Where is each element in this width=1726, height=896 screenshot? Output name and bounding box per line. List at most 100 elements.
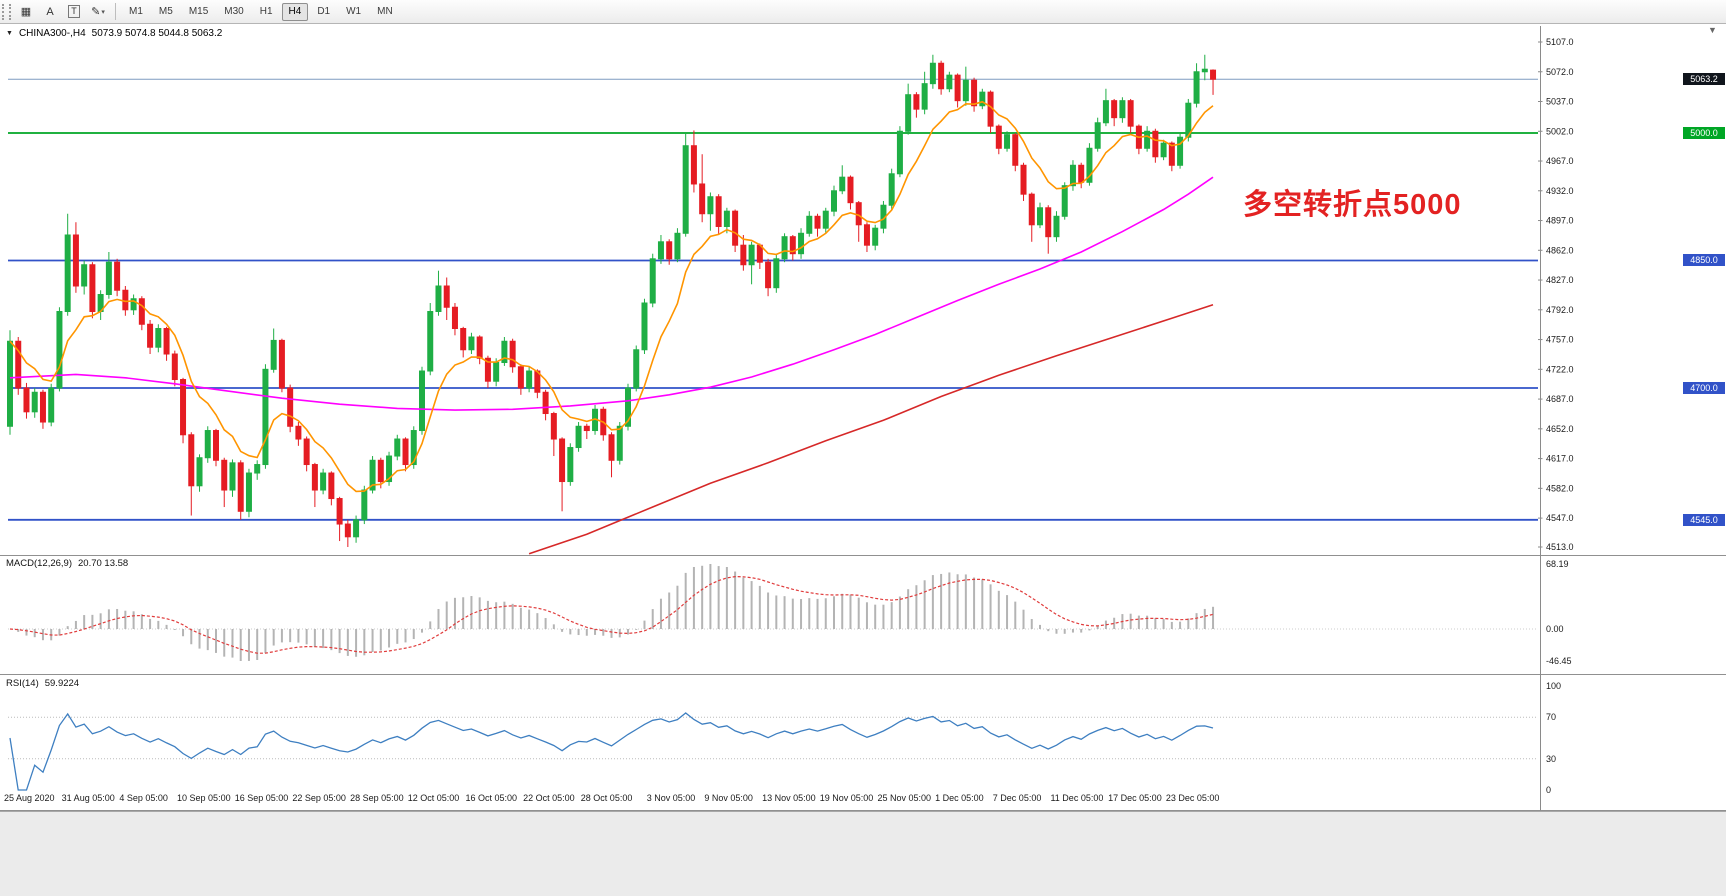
date-label: 3 Nov 05:00 <box>647 793 696 803</box>
text-tool-icon[interactable]: T <box>63 2 85 22</box>
timeframe-toolbar: M1 M5 M15 M30 H1 H4 D1 W1 MN <box>121 2 401 21</box>
draw-tool-icon: ✎ <box>91 6 101 18</box>
timeframe-button-m30[interactable]: M30 <box>217 3 250 21</box>
macd-label: MACD(12,26,9) <box>6 558 72 569</box>
date-label: 22 Sep 05:00 <box>292 793 346 803</box>
date-label: 28 Oct 05:00 <box>581 793 633 803</box>
price-axis[interactable]: 5107.0 5072.0 5037.0 5002.0 4967.0 4932.0 4897… <box>1538 37 1574 552</box>
timeframe-button-mn[interactable]: MN <box>370 3 400 21</box>
rsi-label: RSI(14) <box>6 678 39 689</box>
ma-fast-line <box>9 100 1214 493</box>
dropdown-caret-icon: ▾ <box>101 8 105 16</box>
price-level-badge: 4700.0 <box>1683 382 1725 394</box>
date-label: 10 Sep 05:00 <box>177 793 231 803</box>
date-label: 16 Oct 05:00 <box>465 793 517 803</box>
timeframe-button-h4[interactable]: H4 <box>281 2 309 21</box>
price-tick-label: 4827.0 <box>1546 275 1574 285</box>
chart-title: ▼ CHINA300-,H4 5073.9 5074.8 5044.8 5063… <box>6 28 222 39</box>
price-tick-label: 4757.0 <box>1546 335 1574 345</box>
price-tick-label: 4932.0 <box>1546 186 1574 196</box>
macd-tick-label: -46.45 <box>1546 656 1572 666</box>
rsi-axis[interactable]: 100 70 30 0 <box>1546 681 1561 795</box>
chart-annotation-text: 多空转折点5000 <box>1243 189 1462 221</box>
date-label: 13 Nov 05:00 <box>762 793 816 803</box>
macd-tick-label: 68.19 <box>1546 559 1569 569</box>
price-level-badge: 4850.0 <box>1683 254 1725 266</box>
date-label: 9 Nov 05:00 <box>704 793 753 803</box>
toolbar: ▦ A T ✎ ▾ M1 M5 M15 M30 H1 H4 D1 W1 MN <box>0 0 1726 24</box>
timeframe-button-m15[interactable]: M15 <box>182 3 215 21</box>
macd-axis[interactable]: 68.19 0.00 -46.45 <box>1546 559 1572 666</box>
rsi-pane-label: RSI(14) 59.9224 <box>6 678 79 689</box>
timeframe-button-m1[interactable]: M1 <box>122 3 150 21</box>
date-label: 1 Dec 05:00 <box>935 793 984 803</box>
drawing-tools-group: ▦ A T ✎ ▾ <box>14 2 110 22</box>
cursor-tool-icon[interactable]: A <box>39 2 61 22</box>
date-label: 11 Dec 05:00 <box>1050 793 1103 803</box>
symbol-period-label: CHINA300-,H4 <box>18 28 86 39</box>
price-tick-label: 5002.0 <box>1546 126 1574 136</box>
collapse-arrow-icon[interactable]: ▼ <box>6 30 13 37</box>
level-lines-group <box>8 78 1538 521</box>
ma-slow-line <box>528 303 1214 555</box>
date-label: 12 Oct 05:00 <box>408 793 460 803</box>
price-tick-label: 4722.0 <box>1546 364 1574 374</box>
price-tick-label: 4897.0 <box>1546 216 1574 226</box>
macd-signal-line <box>9 575 1214 654</box>
macd-values: 20.70 13.58 <box>78 558 129 569</box>
date-label: 28 Sep 05:00 <box>350 793 404 803</box>
rsi-value: 59.9224 <box>44 678 80 689</box>
toolbar-grip[interactable] <box>2 3 11 20</box>
timeframe-button-h1[interactable]: H1 <box>253 3 280 21</box>
date-label: 23 Dec 05:00 <box>1166 793 1220 803</box>
price-tick-label: 4792.0 <box>1546 305 1574 315</box>
date-label: 4 Sep 05:00 <box>119 793 168 803</box>
date-label: 19 Nov 05:00 <box>820 793 874 803</box>
price-level-badge: 4545.0 <box>1683 514 1725 526</box>
date-label: 31 Aug 05:00 <box>62 793 115 803</box>
price-tick-label: 4687.0 <box>1546 394 1574 404</box>
price-tick-label: 4967.0 <box>1546 156 1574 166</box>
rsi-tick-label: 30 <box>1546 754 1556 764</box>
rsi-tick-label: 0 <box>1546 785 1551 795</box>
timeframe-button-d1[interactable]: D1 <box>310 3 337 21</box>
macd-pane-label: MACD(12,26,9) 20.70 13.58 <box>6 558 128 569</box>
price-level-badge: 5000.0 <box>1683 127 1725 139</box>
macd-histogram-group <box>17 564 1215 661</box>
date-label: 16 Sep 05:00 <box>235 793 289 803</box>
timeframe-button-w1[interactable]: W1 <box>339 3 368 21</box>
ma-medium-line <box>9 176 1214 411</box>
price-tick-label: 5037.0 <box>1546 97 1574 107</box>
price-tick-label: 4862.0 <box>1546 245 1574 255</box>
date-label: 22 Oct 05:00 <box>523 793 575 803</box>
chart-grid-icon[interactable]: ▦ <box>15 2 37 22</box>
price-tick-label: 5072.0 <box>1546 67 1574 77</box>
chart-shift-marker-icon[interactable]: ▼ <box>1708 25 1717 35</box>
price-tick-label: 4652.0 <box>1546 424 1574 434</box>
rsi-line <box>9 712 1214 791</box>
window-background <box>0 811 1726 896</box>
price-tick-label: 4513.0 <box>1546 542 1574 552</box>
date-label: 7 Dec 05:00 <box>993 793 1042 803</box>
price-tick-label: 4582.0 <box>1546 483 1574 493</box>
time-axis[interactable]: 25 Aug 2020 31 Aug 05:00 4 Sep 05:00 10 Sep… <box>4 793 1219 803</box>
date-label: 25 Aug 2020 <box>4 793 55 803</box>
date-label: 25 Nov 05:00 <box>877 793 931 803</box>
timeframe-button-m5[interactable]: M5 <box>152 3 180 21</box>
current-price-badge: 5063.2 <box>1683 73 1725 85</box>
price-tick-label: 4547.0 <box>1546 513 1574 523</box>
price-tick-label: 5107.0 <box>1546 37 1574 47</box>
rsi-tick-label: 70 <box>1546 712 1556 722</box>
text-tool-icon: T <box>68 5 80 18</box>
price-tick-label: 4617.0 <box>1546 454 1574 464</box>
draw-tool-icon[interactable]: ✎ ▾ <box>87 2 109 22</box>
chart-grid-icon: ▦ <box>20 6 32 18</box>
chart-canvas[interactable]: 5107.0 5072.0 5037.0 5002.0 4967.0 4932.0 4897… <box>0 24 1726 812</box>
macd-tick-label: 0.00 <box>1546 624 1564 634</box>
candles-group <box>7 54 1217 547</box>
rsi-tick-label: 100 <box>1546 681 1561 691</box>
cursor-tool-icon: A <box>46 5 54 18</box>
ohlc-readout: 5073.9 5074.8 5044.8 5063.2 <box>91 28 223 39</box>
date-label: 17 Dec 05:00 <box>1108 793 1162 803</box>
toolbar-separator <box>115 3 116 20</box>
